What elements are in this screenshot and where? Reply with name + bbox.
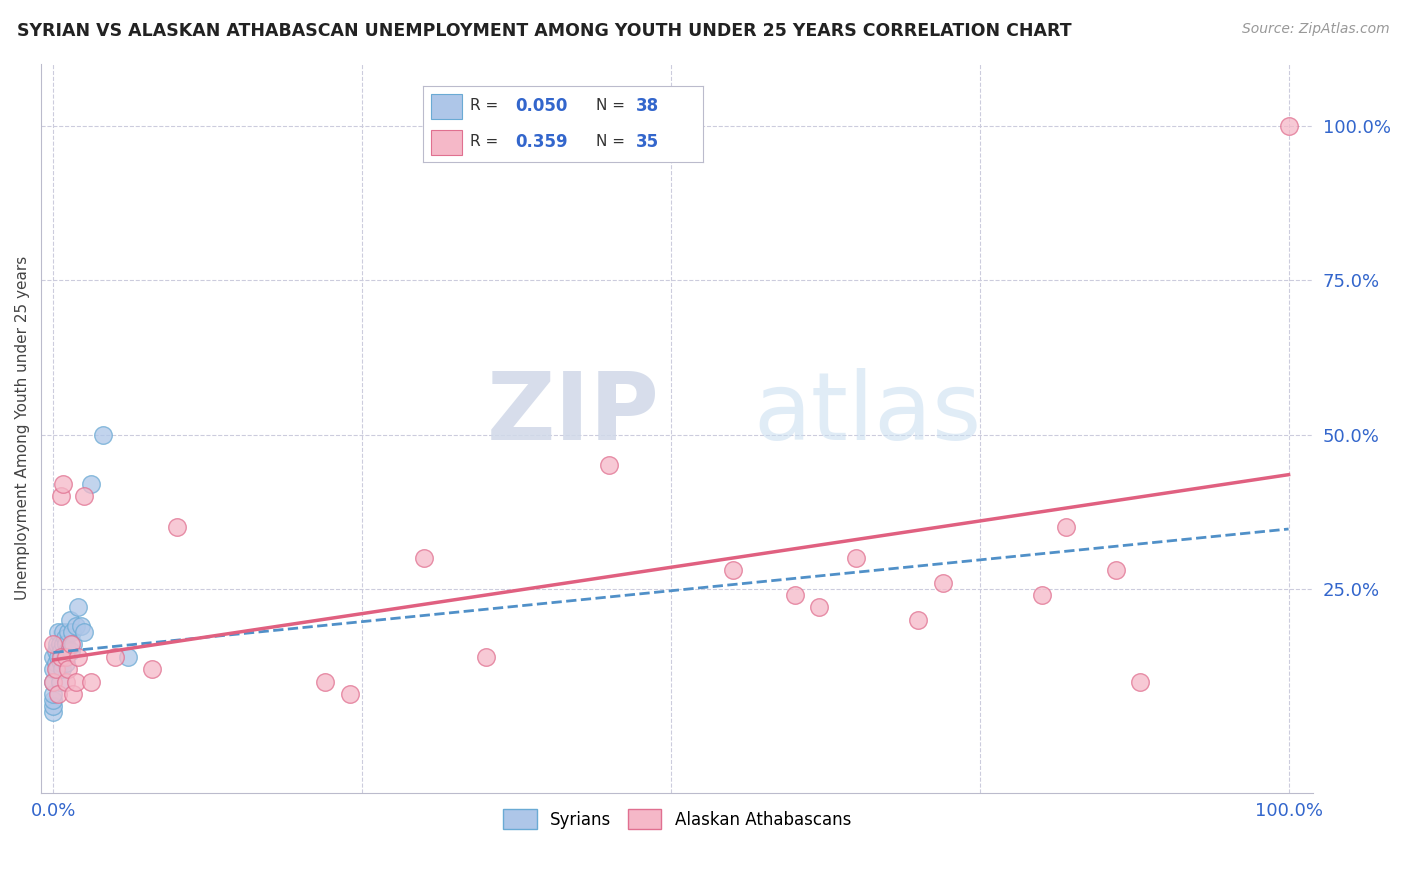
Point: [53, 632, 76, 646]
Point: [932, 575, 955, 590]
Point: [1104, 563, 1126, 577]
Point: [46, 637, 69, 651]
Point: [141, 662, 163, 676]
Point: [907, 613, 929, 627]
Point: [65, 674, 87, 689]
Point: [48, 687, 70, 701]
Point: [56, 643, 79, 657]
Point: [42, 674, 65, 689]
Point: [59, 637, 82, 651]
Point: [413, 551, 436, 566]
Point: [49, 489, 72, 503]
Point: [55, 649, 77, 664]
Point: [42, 693, 65, 707]
Point: [166, 520, 188, 534]
Point: [808, 600, 831, 615]
Point: [58, 625, 80, 640]
Point: [51, 649, 73, 664]
Point: [42, 687, 65, 701]
Point: [73, 489, 96, 503]
Point: [79, 477, 101, 491]
Point: [59, 643, 82, 657]
Point: [117, 649, 139, 664]
Point: [67, 600, 90, 615]
Point: [55, 674, 77, 689]
Point: [69, 619, 91, 633]
Point: [48, 625, 70, 640]
Point: [42, 662, 65, 676]
Point: [48, 637, 70, 651]
Point: [46, 662, 69, 676]
Legend: Syrians, Alaskan Athabascans: Syrians, Alaskan Athabascans: [496, 803, 858, 835]
Point: [42, 699, 65, 714]
Point: [104, 649, 127, 664]
Point: [67, 649, 90, 664]
Point: [474, 649, 496, 664]
Text: SYRIAN VS ALASKAN ATHABASCAN UNEMPLOYMENT AMONG YOUTH UNDER 25 YEARS CORRELATION: SYRIAN VS ALASKAN ATHABASCAN UNEMPLOYMEN…: [17, 22, 1071, 40]
Point: [45, 656, 67, 670]
Point: [60, 625, 83, 640]
Point: [62, 637, 84, 651]
Point: [79, 674, 101, 689]
Point: [49, 656, 72, 670]
Y-axis label: Unemployment Among Youth under 25 years: Unemployment Among Youth under 25 years: [15, 256, 30, 600]
Point: [845, 551, 868, 566]
Text: atlas: atlas: [754, 368, 981, 459]
Point: [45, 643, 67, 657]
Point: [52, 625, 75, 640]
Point: [91, 427, 114, 442]
Point: [58, 662, 80, 676]
Point: [42, 674, 65, 689]
Point: [73, 625, 96, 640]
Point: [314, 674, 336, 689]
Text: Source: ZipAtlas.com: Source: ZipAtlas.com: [1241, 22, 1389, 37]
Point: [45, 662, 67, 676]
Point: [58, 613, 80, 627]
Point: [783, 588, 806, 602]
Point: [65, 619, 87, 633]
Point: [1054, 520, 1077, 534]
Point: [598, 458, 620, 473]
Point: [49, 643, 72, 657]
Point: [42, 649, 65, 664]
Point: [55, 656, 77, 670]
Point: [1031, 588, 1053, 602]
Point: [42, 706, 65, 720]
Point: [62, 687, 84, 701]
Point: [55, 637, 77, 651]
Point: [48, 674, 70, 689]
Point: [339, 687, 361, 701]
Text: ZIP: ZIP: [486, 368, 659, 459]
Point: [52, 637, 75, 651]
Point: [42, 637, 65, 651]
Point: [721, 563, 744, 577]
Point: [51, 662, 73, 676]
Point: [49, 649, 72, 664]
Point: [1129, 674, 1152, 689]
Point: [1277, 119, 1299, 133]
Point: [48, 649, 70, 664]
Point: [52, 477, 75, 491]
Point: [53, 649, 76, 664]
